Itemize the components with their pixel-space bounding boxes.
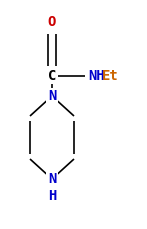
Text: O: O <box>48 15 56 29</box>
Text: N: N <box>48 172 56 186</box>
Text: NH: NH <box>88 69 105 83</box>
Text: Et: Et <box>102 69 119 83</box>
Text: H: H <box>48 189 56 203</box>
Text: N: N <box>48 89 56 103</box>
Text: C: C <box>48 69 56 83</box>
